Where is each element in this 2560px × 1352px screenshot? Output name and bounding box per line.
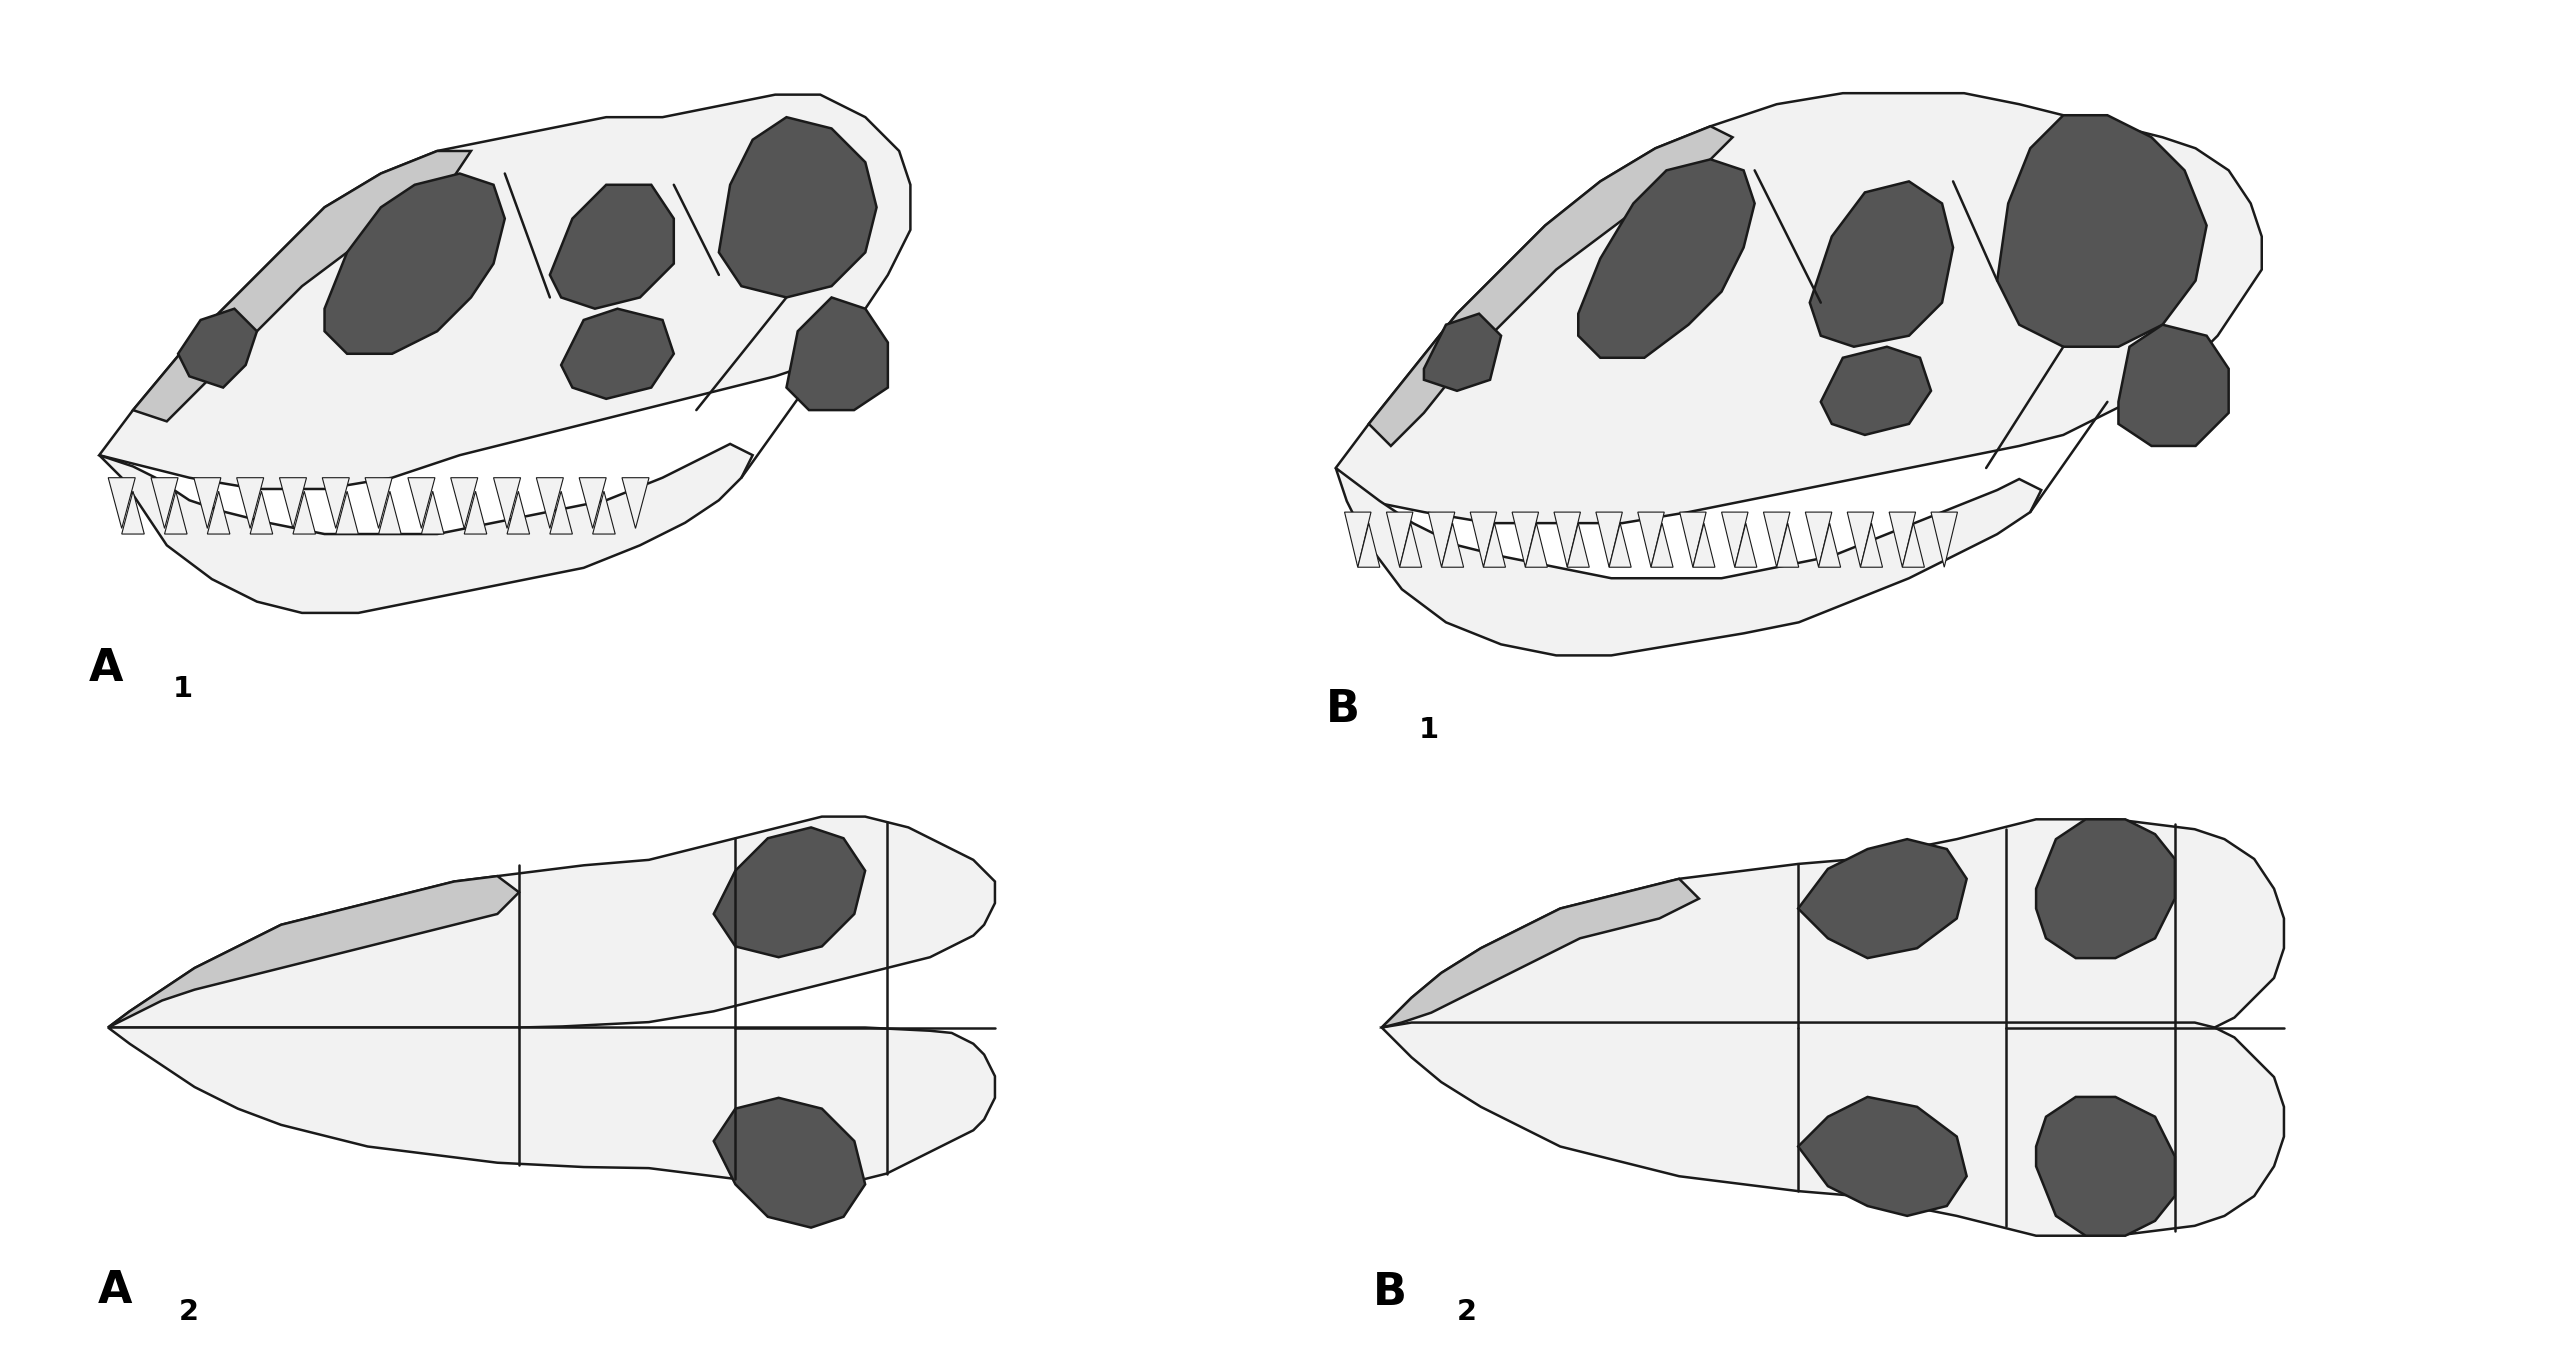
Polygon shape [195, 477, 220, 529]
Polygon shape [579, 477, 607, 529]
Polygon shape [325, 173, 504, 354]
Polygon shape [1692, 523, 1715, 568]
Polygon shape [1902, 523, 1925, 568]
Text: $\mathbf{1}$: $\mathbf{1}$ [172, 676, 192, 703]
Polygon shape [1764, 512, 1789, 568]
Polygon shape [251, 491, 274, 534]
Polygon shape [622, 477, 650, 529]
Polygon shape [507, 491, 530, 534]
Polygon shape [550, 491, 573, 534]
Polygon shape [2120, 324, 2230, 446]
Polygon shape [786, 297, 888, 410]
Polygon shape [1861, 523, 1882, 568]
Polygon shape [1777, 523, 1800, 568]
Polygon shape [1336, 93, 2260, 523]
Polygon shape [538, 477, 563, 529]
Polygon shape [451, 477, 479, 529]
Polygon shape [207, 491, 230, 534]
Polygon shape [494, 477, 520, 529]
Polygon shape [1610, 523, 1631, 568]
Polygon shape [1797, 1096, 1966, 1215]
Polygon shape [594, 491, 614, 534]
Polygon shape [1818, 523, 1841, 568]
Polygon shape [1720, 512, 1748, 568]
Polygon shape [236, 477, 264, 529]
Polygon shape [1805, 512, 1833, 568]
Polygon shape [151, 477, 179, 529]
Polygon shape [1336, 468, 2040, 656]
Polygon shape [1382, 1022, 2284, 1236]
Polygon shape [2035, 1096, 2176, 1236]
Polygon shape [550, 185, 673, 308]
Polygon shape [108, 817, 996, 1028]
Polygon shape [1382, 819, 2284, 1033]
Polygon shape [1567, 523, 1590, 568]
Polygon shape [108, 876, 520, 1028]
Text: $\mathbf{A}$: $\mathbf{A}$ [97, 1270, 133, 1313]
Polygon shape [1820, 346, 1930, 435]
Polygon shape [335, 491, 358, 534]
Polygon shape [2035, 819, 2176, 959]
Polygon shape [407, 477, 435, 529]
Polygon shape [1930, 512, 1958, 568]
Polygon shape [323, 477, 348, 529]
Text: $\mathbf{B}$: $\mathbf{B}$ [1324, 688, 1357, 730]
Polygon shape [1344, 512, 1372, 568]
Polygon shape [1595, 512, 1623, 568]
Polygon shape [422, 491, 443, 534]
Polygon shape [714, 827, 865, 957]
Text: $\mathbf{B}$: $\mathbf{B}$ [1372, 1271, 1405, 1314]
Polygon shape [1679, 512, 1705, 568]
Polygon shape [1382, 879, 1700, 1028]
Polygon shape [1482, 523, 1505, 568]
Polygon shape [133, 151, 471, 422]
Polygon shape [179, 308, 256, 388]
Polygon shape [1388, 512, 1413, 568]
Polygon shape [1810, 181, 1953, 346]
Polygon shape [1423, 314, 1500, 391]
Polygon shape [1638, 512, 1664, 568]
Polygon shape [292, 491, 315, 534]
Polygon shape [108, 477, 136, 529]
Polygon shape [1889, 512, 1915, 568]
Polygon shape [1797, 840, 1966, 959]
Polygon shape [561, 308, 673, 399]
Polygon shape [100, 443, 753, 612]
Polygon shape [1370, 126, 1733, 446]
Polygon shape [1848, 512, 1874, 568]
Polygon shape [719, 118, 876, 297]
Polygon shape [1513, 512, 1539, 568]
Polygon shape [1736, 523, 1756, 568]
Text: $\mathbf{1}$: $\mathbf{1}$ [1418, 717, 1439, 744]
Polygon shape [108, 1028, 996, 1184]
Polygon shape [463, 491, 486, 534]
Polygon shape [1997, 115, 2207, 346]
Text: $\mathbf{2}$: $\mathbf{2}$ [179, 1298, 197, 1325]
Polygon shape [123, 491, 143, 534]
Polygon shape [1441, 523, 1464, 568]
Polygon shape [1526, 523, 1546, 568]
Polygon shape [1357, 523, 1380, 568]
Polygon shape [100, 95, 911, 489]
Polygon shape [379, 491, 402, 534]
Polygon shape [1428, 512, 1454, 568]
Text: $\mathbf{A}$: $\mathbf{A}$ [87, 646, 123, 690]
Polygon shape [1580, 160, 1754, 358]
Polygon shape [164, 491, 187, 534]
Polygon shape [1469, 512, 1498, 568]
Polygon shape [714, 1098, 865, 1228]
Polygon shape [1651, 523, 1674, 568]
Polygon shape [1554, 512, 1580, 568]
Polygon shape [366, 477, 392, 529]
Text: $\mathbf{2}$: $\mathbf{2}$ [1457, 1298, 1475, 1326]
Polygon shape [279, 477, 307, 529]
Polygon shape [1400, 523, 1421, 568]
